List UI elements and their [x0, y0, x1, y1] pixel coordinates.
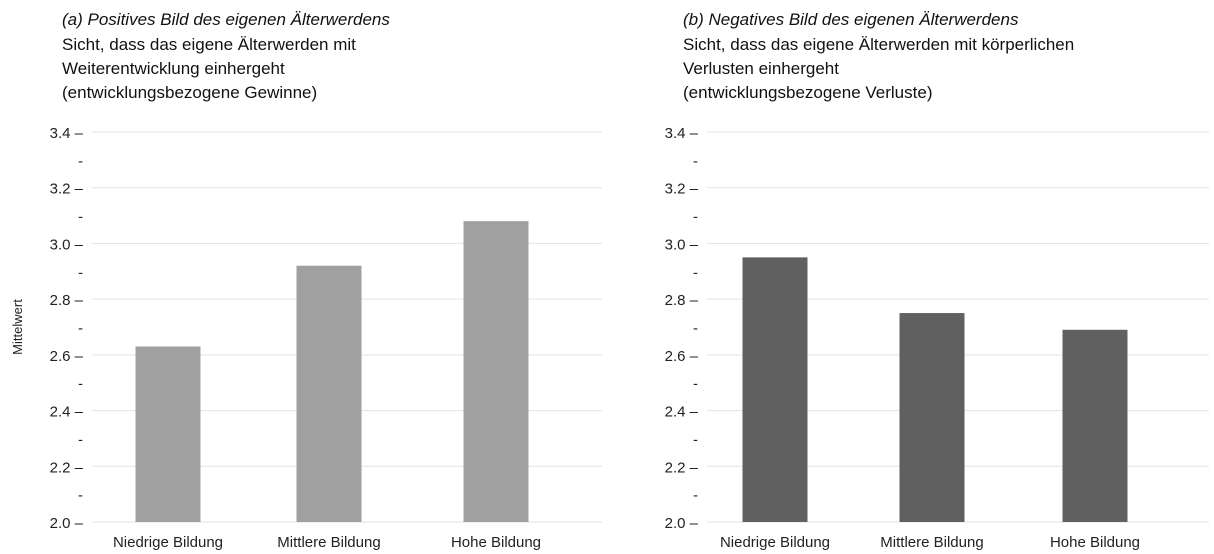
y-tick-label: 2.2 –: [50, 459, 84, 476]
chart-panel-a: (a) Positives Bild des eigenen Älterwerd…: [10, 10, 602, 551]
y-minor-tick: -: [693, 153, 698, 170]
y-minor-tick: -: [78, 431, 83, 448]
y-tick-label: 2.0 –: [665, 515, 699, 532]
chart-a-plot: 2.0 – - 2.2 – - 2.4 – - 2.6 – - 2.8 – - 3.0 – - 3.2 …: [10, 125, 602, 551]
y-tick-label: 3.0 –: [50, 236, 84, 253]
y-minor-tick: -: [693, 209, 698, 226]
bar-mittlere-bildung: [296, 265, 362, 522]
y-minor-tick: -: [78, 487, 83, 504]
y-tick-label: 2.0 –: [50, 515, 84, 532]
y-tick-label: 2.4 –: [665, 404, 699, 421]
y-minor-tick: -: [693, 431, 698, 448]
chart-a-title: (a) Positives Bild des eigenen Älterwerd…: [62, 10, 390, 29]
y-tick-label: 3.0 –: [665, 236, 699, 253]
bar-niedrige-bildung: [135, 346, 201, 522]
y-tick-label: 3.4 –: [50, 125, 84, 142]
y-tick-label: 3.2 –: [665, 181, 699, 198]
y-tick-label: 3.4 –: [665, 125, 699, 142]
y-minor-tick: -: [78, 264, 83, 281]
y-minor-tick: -: [693, 264, 698, 281]
y-minor-tick: -: [78, 376, 83, 393]
x-tick-label: Hohe Bildung: [451, 534, 541, 551]
chart-b-subtitle-line-1: Sicht, dass das eigene Älterwerden mit k…: [683, 35, 1075, 54]
x-tick-label: Mittlere Bildung: [277, 534, 380, 551]
x-tick-label: Mittlere Bildung: [880, 534, 983, 551]
y-tick-label: 3.2 –: [50, 181, 84, 198]
y-axis-label: Mittelwert: [10, 299, 25, 355]
x-tick-label: Niedrige Bildung: [720, 534, 830, 551]
chart-panel-b: (b) Negatives Bild des eigenen Älterwerd…: [607, 0, 1214, 554]
y-tick-label: 2.6 –: [665, 348, 699, 365]
y-minor-tick: -: [693, 376, 698, 393]
chart-a-subtitle-line-2: Weiterentwicklung einhergeht: [62, 59, 285, 78]
y-minor-tick: -: [78, 209, 83, 226]
y-tick-label: 2.4 –: [50, 404, 84, 421]
y-tick-label: 2.6 –: [50, 348, 84, 365]
chart-a-subtitle-line-1: Sicht, dass das eigene Älterwerden mit: [62, 35, 356, 54]
chart-b-title: (b) Negatives Bild des eigenen Älterwerd…: [683, 10, 1019, 29]
chart-b-subtitle-line-2: Verlusten einhergeht: [683, 59, 839, 78]
y-minor-tick: -: [78, 153, 83, 170]
bar-hohe-bildung: [1062, 329, 1128, 522]
y-tick-label: 2.2 –: [665, 459, 699, 476]
bar-mittlere-bildung: [899, 313, 965, 522]
y-tick-label: 2.8 –: [665, 292, 699, 309]
y-minor-tick: -: [78, 320, 83, 337]
chart-b-plot: 2.0 – - 2.2 – - 2.4 – - 2.6 – - 2.8 – - 3.0 – - 3.2 …: [665, 125, 1209, 551]
y-tick-label: 2.8 –: [50, 292, 84, 309]
chart-a-subtitle-line-3: (entwicklungsbezogene Gewinne): [62, 83, 318, 102]
bar-hohe-bildung: [463, 221, 529, 522]
x-tick-label: Niedrige Bildung: [113, 534, 223, 551]
chart-b-subtitle-line-3: (entwicklungsbezogene Verluste): [683, 83, 933, 102]
y-minor-tick: -: [693, 320, 698, 337]
y-minor-tick: -: [693, 487, 698, 504]
x-tick-label: Hohe Bildung: [1050, 534, 1140, 551]
bar-niedrige-bildung: [742, 257, 808, 522]
